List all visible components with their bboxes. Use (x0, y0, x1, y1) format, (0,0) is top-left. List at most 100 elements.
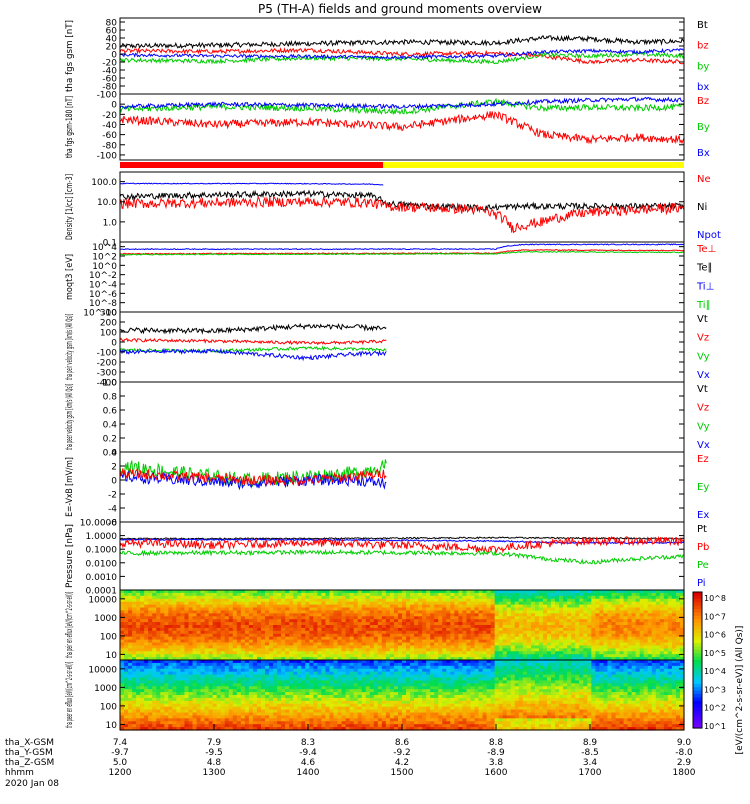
heatmap-cell (309, 622, 314, 626)
heatmap-cell (410, 598, 415, 603)
heatmap-cell (365, 633, 371, 638)
heatmap-cell (502, 627, 508, 632)
heatmap-cell (530, 610, 536, 614)
heatmap-cell (442, 633, 447, 638)
heatmap-cell (248, 662, 254, 667)
heatmap-cell (148, 665, 153, 670)
heatmap-cell (236, 636, 242, 641)
heatmap-cell (643, 595, 649, 600)
heatmap-cell (490, 619, 496, 623)
heatmap-cell (663, 595, 669, 600)
heatmap-cell (256, 680, 262, 684)
heatmap-cell (418, 657, 423, 661)
heatmap-cell (639, 616, 645, 620)
heatmap-cell (204, 657, 210, 661)
heatmap-cell (575, 598, 580, 603)
heatmap-cell (224, 642, 230, 647)
heatmap-cell (361, 625, 367, 629)
heatmap-cell (333, 692, 339, 696)
heatmap-cell (353, 660, 359, 664)
heatmap-cell (450, 657, 455, 661)
heatmap-cell (571, 613, 576, 617)
heatmap-cell (252, 607, 258, 612)
heatmap-cell (256, 633, 262, 638)
heatmap-cell (502, 630, 508, 635)
heatmap-cell (172, 677, 177, 682)
heatmap-cell (212, 660, 218, 664)
heatmap-cell (555, 657, 560, 661)
heatmap-cell (228, 709, 234, 714)
heatmap-cell (671, 607, 677, 612)
heatmap-cell (188, 613, 194, 617)
heatmap-cell (498, 598, 504, 603)
heatmap-cell (325, 686, 331, 690)
heatmap-cell (329, 592, 335, 597)
heatmap-cell (124, 627, 129, 632)
heatmap-cell (345, 654, 351, 658)
heatmap-cell (389, 625, 395, 629)
heatmap-cell (663, 616, 669, 620)
heatmap-cell (353, 724, 359, 728)
heatmap-cell (176, 610, 182, 614)
heatmap-cell (365, 683, 371, 687)
heatmap-cell (216, 686, 222, 690)
heatmap-cell (265, 718, 270, 722)
heatmap-cell (244, 706, 250, 711)
heatmap-cell (168, 657, 173, 661)
heatmap-cell (297, 598, 302, 603)
heatmap-cell (659, 627, 665, 632)
heatmap-cell (204, 639, 210, 644)
heatmap-cell (442, 654, 447, 658)
heatmap-cell (454, 657, 459, 661)
heatmap-cell (667, 657, 673, 661)
heatmap-cell (639, 633, 645, 638)
heatmap-cell (454, 633, 459, 638)
heatmap-cell (148, 613, 153, 617)
heatmap-cell (567, 592, 572, 597)
heatmap-cell (627, 657, 633, 661)
heatmap-cell (204, 695, 210, 699)
heatmap-cell (410, 604, 415, 609)
heatmap-cell (148, 660, 153, 664)
heatmap-cell (180, 721, 186, 725)
heatmap-cell (152, 665, 157, 670)
heatmap-cell (651, 598, 657, 603)
heatmap-cell (381, 598, 387, 603)
heatmap-cell (595, 633, 600, 638)
heatmap-cell (486, 595, 492, 600)
heatmap-cell (273, 630, 278, 635)
heatmap-cell (325, 613, 331, 617)
heatmap-cell (563, 627, 568, 632)
heatmap-cell (446, 601, 451, 606)
heatmap-cell (120, 727, 125, 731)
heatmap-cell (301, 695, 306, 699)
heatmap-cell (595, 648, 600, 652)
heatmap-cell (160, 712, 165, 717)
heatmap-cell (216, 616, 222, 620)
heatmap-cell (547, 642, 552, 647)
heatmap-cell (180, 598, 186, 603)
heatmap-cell (365, 662, 371, 667)
heatmap-cell (615, 622, 621, 626)
heatmap-cell (345, 662, 351, 667)
heatmap-cell (639, 654, 645, 658)
heatmap-cell (297, 645, 302, 649)
heatmap-cell (410, 616, 415, 620)
heatmap-cell (273, 598, 278, 603)
heatmap-cell (273, 662, 278, 667)
heatmap-cell (156, 645, 161, 649)
heatmap-cell (277, 595, 282, 600)
heatmap-cell (486, 598, 492, 603)
heatmap-cell (293, 668, 298, 673)
heatmap-cell (518, 633, 524, 638)
heatmap-cell (663, 590, 669, 594)
heatmap-cell (623, 613, 629, 617)
heatmap-cell (289, 598, 294, 603)
heatmap-cell (559, 622, 564, 626)
heatmap-cell (551, 651, 556, 655)
heatmap-cell (341, 648, 347, 652)
heatmap-cell (599, 633, 605, 638)
heatmap-cell (256, 662, 262, 667)
heatmap-cell (389, 601, 395, 606)
heatmap-cell (244, 619, 250, 623)
